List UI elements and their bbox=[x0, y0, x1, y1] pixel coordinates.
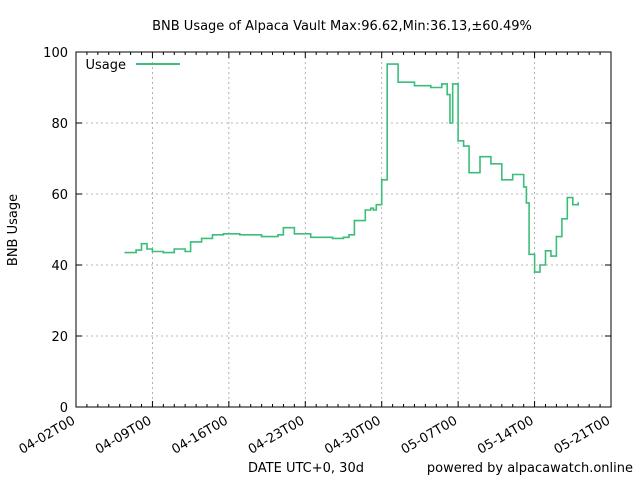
data-point bbox=[370, 207, 372, 209]
x-tick-label: 04-02T00 bbox=[17, 413, 78, 457]
y-tick-label: 100 bbox=[43, 46, 68, 61]
data-point bbox=[451, 83, 454, 85]
data-point bbox=[449, 122, 451, 124]
data-point bbox=[522, 186, 525, 188]
data-point bbox=[146, 248, 148, 250]
data-point bbox=[479, 155, 481, 158]
x-tick-label: 04-23T00 bbox=[246, 413, 307, 457]
data-point bbox=[293, 233, 296, 235]
data-point bbox=[211, 234, 214, 236]
data-point bbox=[239, 234, 241, 236]
data-point bbox=[162, 251, 165, 254]
legend: Usage bbox=[85, 58, 180, 73]
data-point bbox=[555, 235, 558, 238]
data-point bbox=[372, 209, 375, 211]
data-point bbox=[561, 218, 563, 220]
data-point bbox=[140, 242, 143, 245]
data-point bbox=[348, 234, 350, 236]
data-point bbox=[309, 236, 312, 239]
data-point bbox=[386, 63, 389, 65]
data-point bbox=[550, 255, 552, 257]
data-point bbox=[528, 253, 530, 256]
data-point bbox=[342, 236, 345, 239]
data-point bbox=[260, 235, 263, 238]
data-point bbox=[184, 250, 186, 253]
data-point bbox=[430, 86, 432, 89]
data-point bbox=[397, 81, 399, 83]
chart-title: BNB Usage of Alpaca Vault Max:96.62,Min:… bbox=[152, 19, 532, 34]
x-tick-label: 05-07T00 bbox=[399, 413, 460, 457]
data-point bbox=[533, 271, 536, 273]
data-point bbox=[364, 209, 367, 211]
data-point bbox=[501, 179, 503, 181]
y-tick-label: 0 bbox=[60, 401, 68, 416]
x-tick-label: 04-16T00 bbox=[169, 413, 230, 457]
data-point bbox=[572, 203, 574, 206]
data-point bbox=[124, 251, 126, 254]
data-point bbox=[441, 83, 443, 85]
data-point bbox=[200, 237, 203, 240]
credit-text: powered by alpacawatch.online bbox=[427, 461, 633, 476]
data-point bbox=[511, 173, 514, 176]
x-axis-label: DATE UTC+0, 30d bbox=[248, 461, 364, 476]
x-tick-label: 05-14T00 bbox=[475, 413, 536, 457]
legend-label-usage: Usage bbox=[85, 58, 126, 73]
x-tick-label: 04-09T00 bbox=[93, 413, 154, 457]
x-tick-label: 04-30T00 bbox=[322, 413, 383, 457]
data-point bbox=[331, 237, 334, 240]
y-axis: 0 20 40 60 80 100 bbox=[43, 46, 611, 416]
plot-area-border bbox=[75, 51, 612, 408]
data-point bbox=[413, 84, 416, 87]
series-line-usage bbox=[125, 63, 579, 273]
data-point bbox=[490, 163, 492, 165]
data-point bbox=[353, 219, 356, 222]
data-point bbox=[282, 226, 285, 229]
data-point bbox=[151, 250, 154, 253]
y-tick-label: 40 bbox=[51, 259, 68, 274]
data-point bbox=[446, 93, 449, 96]
data-point bbox=[222, 233, 225, 235]
y-tick-label: 80 bbox=[51, 117, 68, 132]
data-point bbox=[566, 196, 569, 199]
data-point bbox=[544, 250, 547, 252]
data-point bbox=[577, 202, 579, 204]
x-tick-label: 05-21T00 bbox=[552, 413, 613, 457]
y-tick-label: 60 bbox=[51, 188, 68, 203]
y-axis-label: BNB Usage bbox=[6, 194, 21, 266]
data-point bbox=[468, 171, 470, 174]
y-tick-label: 20 bbox=[51, 330, 68, 345]
data-point bbox=[380, 179, 383, 181]
series-layer bbox=[124, 63, 579, 273]
data-point bbox=[462, 145, 465, 147]
data-point bbox=[173, 248, 176, 250]
data-point bbox=[135, 249, 137, 251]
data-point bbox=[375, 203, 378, 206]
data-point bbox=[525, 202, 528, 204]
data-point bbox=[539, 264, 541, 266]
x-axis: 04-02T00 04-09T00 04-16T00 04-23T00 04-30T00… bbox=[17, 52, 613, 458]
data-point bbox=[457, 140, 459, 142]
data-point bbox=[189, 241, 192, 243]
data-point bbox=[277, 234, 279, 236]
grid-lines bbox=[76, 52, 611, 407]
